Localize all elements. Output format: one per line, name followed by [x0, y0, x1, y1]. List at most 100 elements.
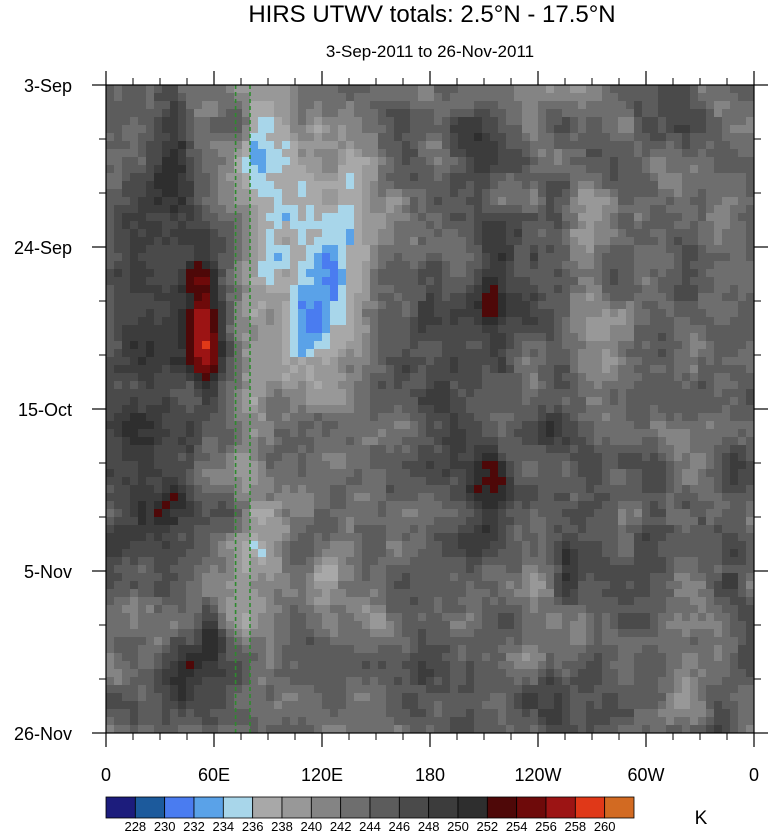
heatmap-cell: [746, 493, 754, 502]
heatmap-cell: [490, 125, 499, 134]
heatmap-cell: [690, 269, 699, 278]
heatmap-cell: [322, 325, 331, 334]
heatmap-cell: [370, 429, 379, 438]
heatmap-cell: [618, 245, 627, 254]
heatmap-cell: [626, 397, 635, 406]
heatmap-cell: [210, 269, 219, 278]
heatmap-cell: [338, 469, 347, 478]
heatmap-cell: [450, 341, 459, 350]
heatmap-cell: [634, 525, 643, 534]
heatmap-cell: [274, 301, 283, 310]
heatmap-cell: [122, 469, 131, 478]
heatmap-cell: [530, 453, 539, 462]
heatmap-cell: [570, 501, 579, 510]
heatmap-cell: [202, 533, 211, 542]
heatmap-cell: [130, 445, 139, 454]
heatmap-cell: [562, 541, 571, 550]
heatmap-cell: [666, 101, 675, 110]
heatmap-cell: [346, 381, 355, 390]
heatmap-cell: [482, 349, 491, 358]
heatmap-cell: [602, 309, 611, 318]
heatmap-cell: [106, 405, 115, 414]
heatmap-cell: [490, 413, 499, 422]
heatmap-cell: [242, 205, 251, 214]
heatmap-cell: [114, 213, 123, 222]
heatmap-cell: [290, 301, 299, 310]
heatmap-cell: [282, 541, 291, 550]
heatmap-cell: [106, 541, 115, 550]
heatmap-cell: [242, 213, 251, 222]
heatmap-cell: [482, 429, 491, 438]
heatmap-cell: [322, 397, 331, 406]
heatmap-cell: [634, 349, 643, 358]
heatmap-cell: [562, 365, 571, 374]
heatmap-cell: [546, 221, 555, 230]
heatmap-cell: [482, 357, 491, 366]
heatmap-cell: [122, 213, 131, 222]
heatmap-cell: [274, 277, 283, 286]
heatmap-cell: [210, 133, 219, 142]
heatmap-cell: [746, 341, 754, 350]
heatmap-cell: [602, 333, 611, 342]
heatmap-cell: [298, 413, 307, 422]
heatmap-cell: [578, 405, 587, 414]
heatmap-cell: [314, 285, 323, 294]
heatmap-cell: [426, 541, 435, 550]
heatmap-cell: [162, 309, 171, 318]
heatmap-cell: [402, 85, 411, 94]
heatmap-cell: [666, 421, 675, 430]
heatmap-cell: [290, 117, 299, 126]
heatmap-cell: [730, 477, 739, 486]
heatmap-cell: [586, 117, 595, 126]
heatmap-cell: [290, 293, 299, 302]
heatmap-cell: [258, 373, 267, 382]
heatmap-cell: [426, 125, 435, 134]
heatmap-cell: [746, 445, 754, 454]
heatmap-cell: [466, 493, 475, 502]
heatmap-cell: [450, 117, 459, 126]
heatmap-cell: [418, 557, 427, 566]
heatmap-cell: [130, 317, 139, 326]
heatmap-cell: [210, 325, 219, 334]
heatmap-cell: [450, 149, 459, 158]
heatmap-cell: [386, 285, 395, 294]
heatmap-cell: [714, 477, 723, 486]
heatmap-cell: [170, 389, 179, 398]
heatmap-cell: [434, 501, 443, 510]
heatmap-cell: [210, 85, 219, 94]
heatmap-cell: [594, 317, 603, 326]
heatmap-cell: [514, 421, 523, 430]
heatmap-cell: [146, 133, 155, 142]
heatmap-cell: [682, 517, 691, 526]
heatmap-cell: [546, 173, 555, 182]
heatmap-cell: [538, 213, 547, 222]
heatmap-cell: [426, 477, 435, 486]
heatmap-cell: [418, 365, 427, 374]
heatmap-cell: [458, 197, 467, 206]
heatmap-cell: [682, 101, 691, 110]
heatmap-cell: [474, 325, 483, 334]
heatmap-cell: [450, 373, 459, 382]
heatmap-cell: [546, 341, 555, 350]
heatmap-cell: [330, 509, 339, 518]
heatmap-cell: [626, 533, 635, 542]
heatmap-cell: [602, 365, 611, 374]
heatmap-cell: [746, 173, 754, 182]
heatmap-cell: [634, 293, 643, 302]
heatmap-cell: [682, 437, 691, 446]
heatmap-cell: [226, 397, 235, 406]
heatmap-cell: [186, 293, 195, 302]
heatmap-cell: [290, 213, 299, 222]
heatmap-cell: [490, 461, 499, 470]
heatmap-cell: [370, 197, 379, 206]
heatmap-cell: [546, 461, 555, 470]
heatmap-cell: [714, 325, 723, 334]
heatmap-cell: [218, 85, 227, 94]
heatmap-cell: [434, 269, 443, 278]
heatmap-cell: [442, 285, 451, 294]
heatmap-cell: [282, 429, 291, 438]
heatmap-cell: [570, 453, 579, 462]
heatmap-cell: [234, 285, 243, 294]
heatmap-cell: [578, 125, 587, 134]
heatmap-cell: [570, 541, 579, 550]
